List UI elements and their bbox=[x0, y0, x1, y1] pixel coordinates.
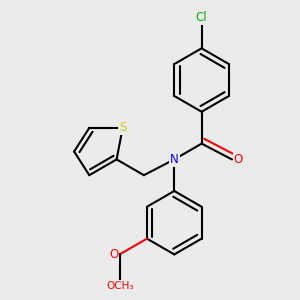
Text: N: N bbox=[170, 153, 179, 166]
Text: Cl: Cl bbox=[196, 11, 207, 25]
Text: OCH₃: OCH₃ bbox=[106, 281, 134, 291]
Text: S: S bbox=[119, 121, 126, 134]
Text: O: O bbox=[233, 153, 243, 166]
Text: O: O bbox=[109, 248, 118, 261]
